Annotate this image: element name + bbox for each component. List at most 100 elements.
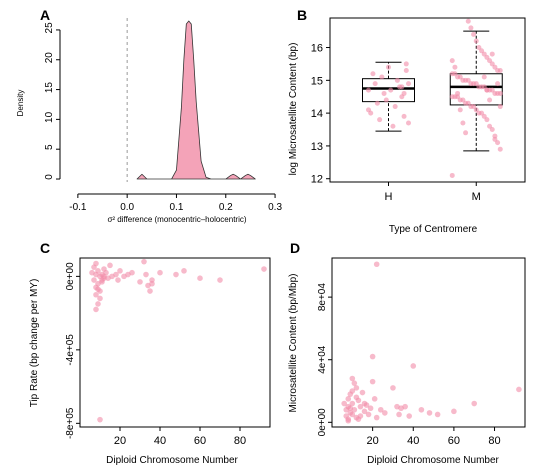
panel-d-point: [369, 353, 376, 360]
panel-b-point-m: [484, 87, 490, 93]
panel-b-point-h: [379, 74, 385, 80]
panel-c-point: [93, 260, 99, 267]
panel-d-point: [365, 411, 372, 418]
panel-c-point: [147, 288, 153, 294]
panel-c-point: [181, 268, 187, 274]
panel-d-point: [451, 408, 457, 415]
panel-b-x-tick-label: H: [385, 191, 393, 203]
panel-a-xlabel: σ² difference (monocentric–holocentric): [107, 215, 246, 224]
panel-c-point: [99, 277, 105, 283]
panel-d-point: [349, 375, 356, 382]
panel-d-point: [341, 400, 347, 407]
panel-d-point: [359, 389, 366, 396]
panel-b-x-tick-label: M: [472, 191, 481, 203]
panel-b-point-h: [394, 77, 400, 83]
panel-b-point-m: [463, 130, 469, 136]
panel-letter-d: D: [290, 240, 300, 256]
panel-b-boxplot: H M 12 13 14 15 16: [311, 17, 526, 203]
panel-b-point-h: [388, 87, 394, 93]
panel-d-y-tick-label: 0e+00: [317, 408, 328, 437]
panel-d-point: [373, 261, 380, 268]
panel-d-frame: [331, 257, 526, 428]
panel-letter-b: B: [297, 7, 307, 23]
panel-c-point: [137, 279, 143, 285]
panel-d-point: [345, 417, 352, 424]
panel-c-x-tick-label: 60: [194, 435, 206, 447]
panel-d-point: [418, 406, 425, 413]
panel-a-y-tick-label: 25: [44, 22, 55, 34]
panel-a-x-tick-label: 0.2: [219, 202, 233, 213]
panel-letter-c: C: [40, 240, 50, 256]
panel-b-point-h: [372, 81, 378, 87]
panel-c-y-tick-label: -8e+05: [65, 407, 76, 439]
panel-c-point: [173, 271, 179, 278]
panel-d-point: [382, 410, 388, 416]
panel-b-point-m: [471, 31, 477, 37]
panel-c-point: [95, 268, 101, 274]
panel-c-ylabel: Tip Rate (bp change per MY): [29, 279, 40, 408]
panel-b-point-h: [383, 97, 389, 103]
panel-d-point: [353, 385, 360, 391]
panel-d-point: [357, 403, 364, 410]
panel-a-y-tick-label: 20: [44, 52, 55, 64]
panel-d-x-tick-label: 20: [367, 435, 379, 447]
panel-d-point: [396, 411, 402, 418]
panel-d-x-tick-label: 80: [488, 435, 500, 447]
panel-b-point-h: [381, 90, 387, 96]
panel-a-y-tick-label: 5: [44, 144, 55, 150]
panel-b-point-h: [374, 100, 380, 106]
panel-d-point: [351, 406, 358, 413]
panel-c-point: [141, 258, 147, 265]
panel-b-point-m: [489, 51, 495, 57]
panel-b-point-m: [460, 120, 466, 126]
panel-a-x-tick-label: 0.0: [120, 202, 134, 213]
panel-b-point-m: [449, 58, 455, 64]
panel-c-point: [149, 280, 155, 287]
panel-b-point-m: [487, 123, 493, 129]
panel-a-density-area: [136, 20, 256, 180]
panel-c-point: [129, 269, 135, 276]
panel-d-x-tick-label: 60: [448, 435, 460, 447]
panel-d-point: [402, 403, 408, 410]
panel-b-frame: [329, 17, 526, 183]
panel-d-point: [349, 411, 356, 418]
panel-b-point-m: [457, 107, 463, 113]
panel-d-point: [390, 385, 396, 391]
panel-d-point: [363, 402, 370, 408]
panel-c-x-tick-label: 40: [154, 435, 166, 447]
panel-d-point: [351, 380, 358, 386]
panel-c-y-tick-label: 0e+00: [65, 262, 76, 291]
panel-d-point: [373, 414, 380, 421]
panel-b-point-m: [465, 18, 471, 24]
panel-a-ylabel: Density: [16, 90, 25, 117]
panel-d-point: [367, 405, 374, 412]
panel-c-point: [95, 286, 101, 293]
panel-d-point: [471, 400, 478, 407]
panel-b-xlabel: Type of Centromere: [389, 224, 478, 235]
panel-d-scatter: 20 40 60 80 0e+00 4e+04 8e+04: [317, 257, 526, 447]
panel-c-frame: [79, 257, 271, 428]
panel-c-scatter: 20 40 60 80 0e+00 -4e+05 -8e+05: [65, 257, 271, 447]
panel-c-x-tick-label: 80: [234, 435, 246, 447]
panel-d-ylabel: Microsatellite Content (bp/Mbp): [288, 274, 299, 413]
panel-d-point: [361, 408, 368, 415]
panel-a-x-tick-label: -0.1: [69, 202, 87, 213]
panel-b-y-tick-label: 12: [311, 174, 323, 186]
panel-c-point: [115, 277, 121, 283]
panel-c-point: [95, 301, 101, 307]
panel-b-point-h: [399, 84, 405, 90]
panel-letter-a: A: [40, 7, 50, 23]
panel-c-y-tick-label: -4e+05: [65, 334, 76, 366]
panel-b-point-h: [403, 67, 409, 73]
panel-b-point-h: [401, 113, 407, 119]
panel-b-point-m: [455, 90, 461, 96]
panel-c-point: [91, 277, 97, 283]
panel-c-point: [143, 271, 149, 278]
panel-a-x-tick-label: 0.1: [170, 202, 184, 213]
panel-b-point-m: [497, 146, 503, 152]
panel-c-point: [93, 291, 99, 298]
panel-c-xlabel: Diploid Chromosome Number: [106, 455, 238, 466]
panel-d-x-tick-label: 40: [407, 435, 419, 447]
panel-c-point: [197, 275, 203, 282]
panel-b-y-tick-label: 16: [311, 43, 323, 55]
